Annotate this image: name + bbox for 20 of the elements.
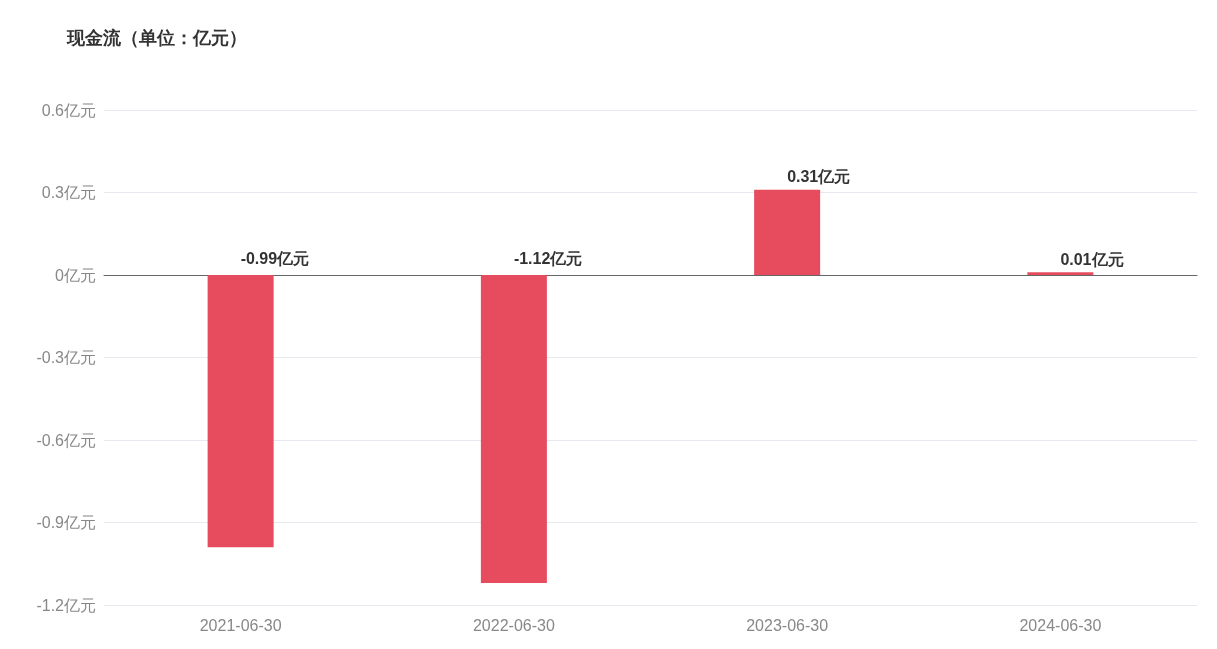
- data-label: 0.01亿元: [1060, 250, 1124, 268]
- y-tick-label: 0亿元: [55, 266, 96, 284]
- y-tick-label: -0.3亿元: [36, 349, 96, 366]
- data-label: -1.12亿元: [513, 249, 583, 267]
- y-tick-label: -0.6亿元: [36, 431, 96, 449]
- y-tick-label: -0.9亿元: [36, 514, 96, 531]
- chart-title: 现金流（单位：亿元）: [66, 28, 247, 48]
- bar: [1027, 272, 1094, 275]
- y-tick-label: 0.3亿元: [41, 184, 96, 201]
- x-tick-label: 2021-06-30: [199, 616, 282, 634]
- x-tick-label: 2024-06-30: [1019, 616, 1102, 634]
- data-label: 0.31亿元: [787, 168, 851, 186]
- bar: [480, 275, 547, 583]
- x-tick-label: 2023-06-30: [746, 616, 829, 634]
- y-tick-label: -1.2亿元: [36, 596, 96, 614]
- data-label: -0.99亿元: [240, 249, 310, 267]
- x-tick-label: 2022-06-30: [472, 616, 555, 634]
- y-tick-label: 0.6亿元: [41, 101, 96, 119]
- bar: [207, 275, 274, 548]
- bar: [754, 189, 821, 275]
